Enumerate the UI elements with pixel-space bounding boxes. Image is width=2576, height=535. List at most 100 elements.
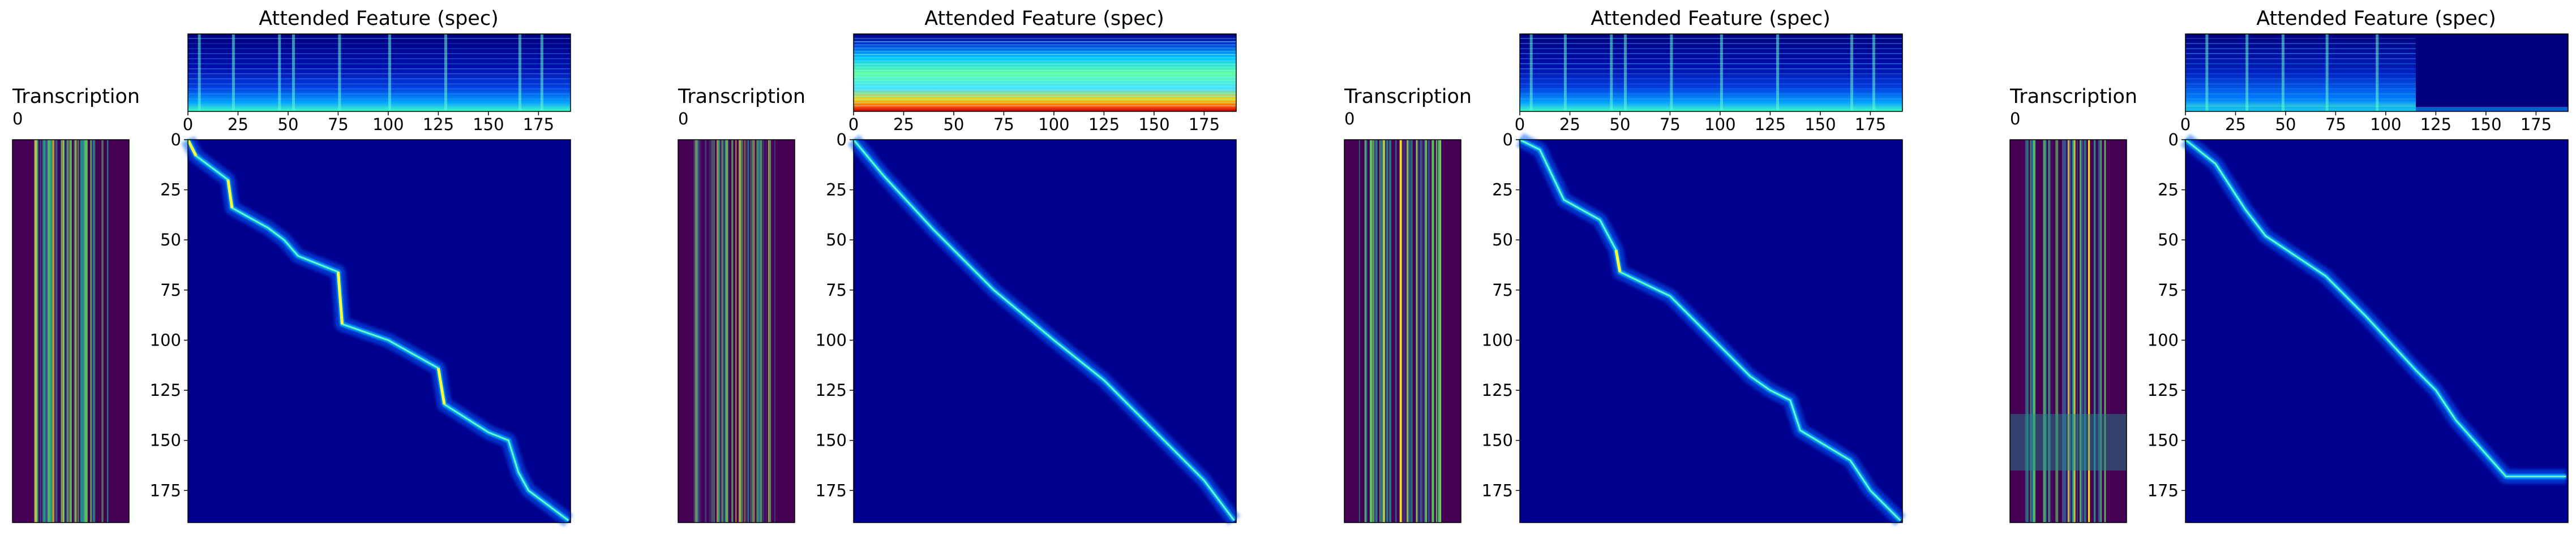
transcription-line (77, 140, 79, 523)
transcription-line (1416, 140, 1418, 523)
spectrogram-tick-label: 100 (2370, 115, 2401, 134)
attention-tick-label: 25 (160, 180, 181, 200)
spectrogram-onset (1850, 34, 1853, 111)
transcription-frame (1344, 139, 1461, 523)
transcription-image (678, 139, 795, 523)
spectrogram-tick-label: 175 (1855, 115, 1886, 134)
attention-tick-label: 25 (1492, 180, 1513, 200)
transcription-x-tick: 0 (2010, 109, 2020, 128)
transcription-line (1402, 140, 1404, 523)
transcription-line (74, 140, 76, 523)
spectrogram-energy (188, 34, 571, 111)
transcription-line (760, 140, 762, 523)
attention-tick-label: 75 (160, 281, 181, 300)
spectrogram-tick-label: 25 (2225, 115, 2246, 134)
spectrogram-tick-label: 150 (1138, 115, 1169, 134)
transcription-line (1365, 140, 1368, 523)
transcription-line (768, 140, 769, 523)
attention-y-ticks: 0 25 50 75 100 125 150 175 (150, 130, 188, 500)
transcription-line (1428, 140, 1429, 523)
attention-y-ticks: 0 25 50 75 100 125 150 175 (1482, 130, 1520, 500)
spectrogram-onset (1720, 34, 1723, 111)
transcription-line (2100, 140, 2102, 523)
attention-tick-label: 125 (1482, 381, 1513, 400)
spectrogram-image (853, 33, 1237, 112)
spectrogram-x-ticks: 0 25 50 75 100 125 150 175 (848, 111, 1220, 134)
transcription-line (1364, 140, 1366, 523)
attention-hotspot (186, 139, 198, 157)
transcription-line (731, 140, 734, 523)
transcription-line (724, 140, 726, 523)
transcription-line (42, 140, 45, 523)
transcription-line (1404, 140, 1406, 523)
transcription-line (1410, 140, 1413, 523)
spectrogram-onset (1563, 34, 1567, 111)
transcription-line (696, 140, 698, 523)
attention-tick-label: 175 (2148, 481, 2179, 500)
transcription-line (48, 140, 50, 523)
transcription-line (45, 140, 48, 523)
spectrogram-tick-label: 175 (523, 115, 554, 134)
transcription-line (1408, 140, 1409, 523)
spectrogram-onset (2205, 34, 2209, 111)
attention-frame (1519, 139, 1903, 523)
transcription-line (85, 140, 88, 523)
attention-tick-label: 150 (1482, 431, 1513, 450)
spectrogram-tick-label: 125 (1755, 115, 1786, 134)
transcription-line (63, 140, 65, 523)
transcription-line (718, 140, 721, 523)
transcription-line (1379, 140, 1381, 523)
transcription-line (731, 140, 732, 523)
transcription-title: Transcription (2009, 85, 2137, 108)
transcription-line (1381, 140, 1383, 523)
spectrogram-tick-label: 25 (1559, 115, 1580, 134)
transcription-line (2073, 140, 2076, 523)
spectrogram-tick-label: 0 (183, 115, 193, 134)
transcription-line (2084, 140, 2086, 523)
transcription-line (741, 140, 743, 523)
transcription-line (71, 140, 72, 523)
transcription-line (725, 140, 727, 523)
attention-frame (853, 139, 1237, 523)
attention-tick-label: 0 (171, 130, 181, 149)
panel-4: Transcription 0 Attended Feature (spec) … (2009, 7, 2569, 523)
attention-tick-label: 0 (837, 130, 847, 149)
spectrogram-tick-label: 0 (2180, 115, 2191, 134)
spectrogram-tick-label: 75 (328, 115, 349, 134)
transcription-line (747, 140, 748, 523)
transcription-line (1369, 140, 1373, 523)
spectrogram-frame (853, 33, 1237, 112)
transcription-line (757, 140, 759, 523)
transcription-line (40, 140, 42, 523)
transcription-line (711, 140, 713, 523)
transcription-line (2030, 140, 2033, 523)
spectrogram-onset (338, 34, 341, 111)
transcription-line (2026, 140, 2029, 523)
attention-tick-label: 100 (2148, 331, 2179, 350)
spectrogram-tick-label: 150 (1805, 115, 1836, 134)
transcription-line (709, 140, 711, 523)
transcription-line (747, 140, 749, 523)
transcription-line (1428, 140, 1430, 523)
transcription-x-tick: 0 (678, 109, 688, 128)
spectrogram-onset (1670, 34, 1673, 111)
transcription-line (101, 140, 104, 523)
spectrogram-energy (854, 34, 1236, 111)
transcription-line (1425, 140, 1428, 523)
transcription-image (12, 139, 130, 523)
transcription-line (1439, 140, 1442, 523)
spectrogram-onset (388, 34, 391, 111)
transcription-line (92, 140, 94, 523)
spectrogram-tick-label: 75 (2325, 115, 2346, 134)
spectrogram-title: Attended Feature (spec) (924, 7, 1164, 30)
transcription-line (739, 140, 741, 523)
transcription-line (66, 140, 68, 523)
spectrogram-energy (2185, 34, 2416, 111)
spectrogram-tick-label: 100 (1704, 115, 1735, 134)
attention-tick-label: 175 (816, 481, 847, 500)
transcription-line (1431, 140, 1433, 523)
transcription-line (1358, 140, 1360, 523)
transcription-line (750, 140, 752, 523)
transcription-line (1373, 140, 1375, 523)
spectrogram-tick-label: 50 (1610, 115, 1631, 134)
